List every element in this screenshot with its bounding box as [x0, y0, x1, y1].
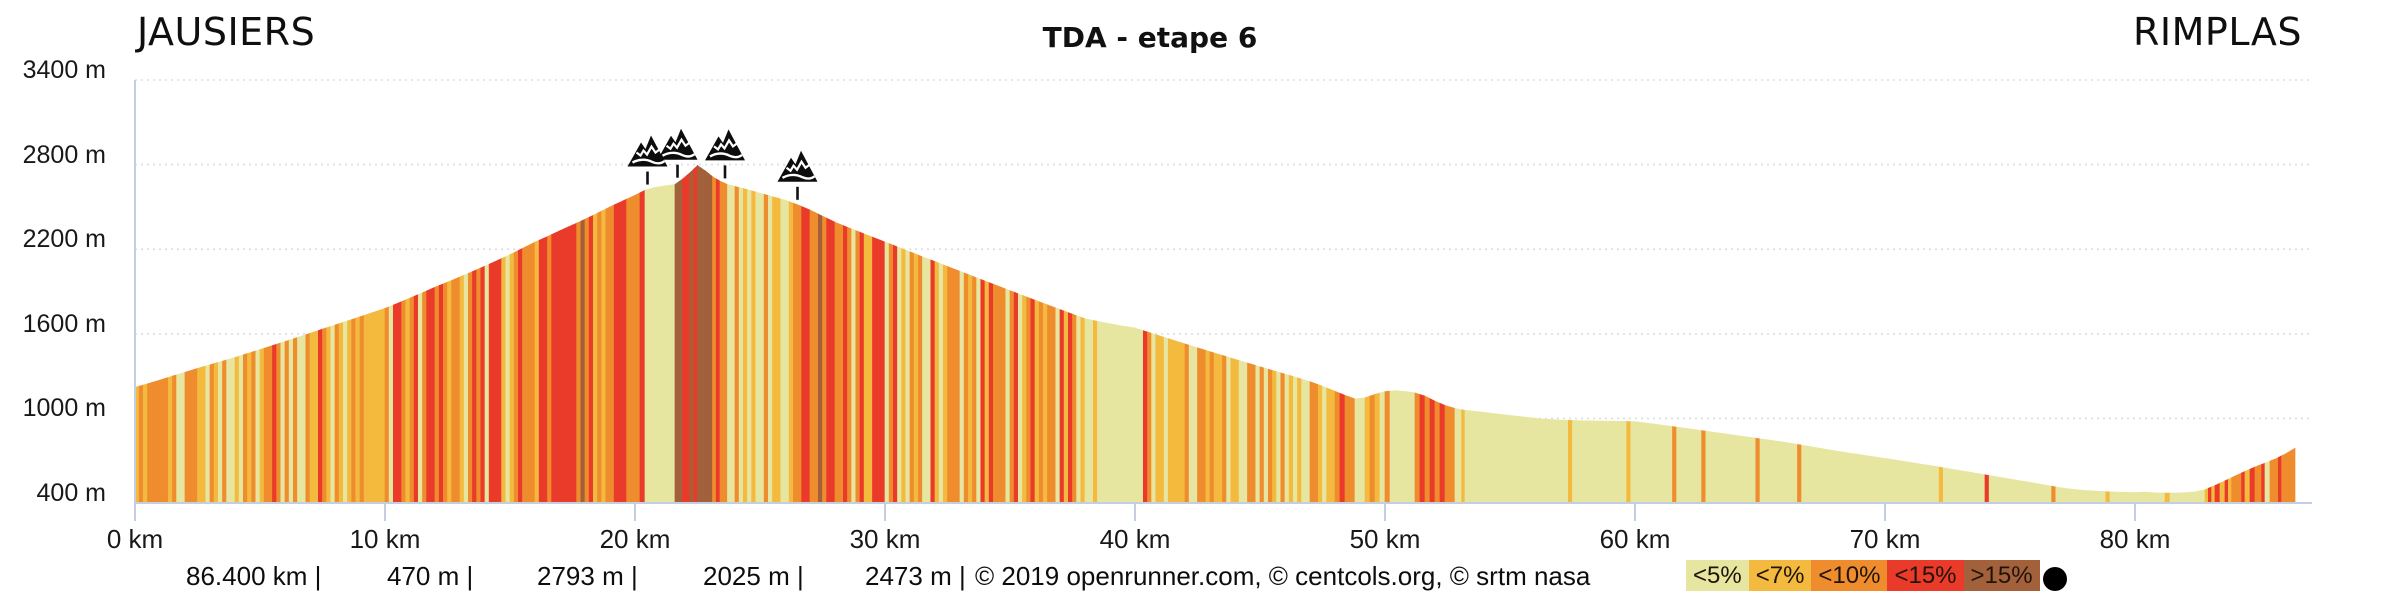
summit-tick: [723, 165, 727, 179]
stat-total-ascent: 2025 m |: [703, 561, 804, 591]
credits-text: © 2019 openrunner.com, © centcols.org, ©…: [975, 561, 1591, 591]
y-axis-label-2200: 2200 m: [22, 225, 106, 253]
stat-distance: 86.400 km |: [186, 561, 322, 591]
axes: [134, 80, 2312, 521]
stat-min-elevation: 470 m |: [387, 561, 474, 591]
x-axis-label-0km: 0 km: [106, 524, 164, 554]
x-axis-label-70km: 70 km: [1849, 524, 1921, 554]
x-axis-label-30km: 30 km: [849, 524, 921, 554]
y-axis-label-1000: 1000 m: [22, 394, 106, 422]
gradient-legend: <5% <7% <10% <15% >15%: [1686, 560, 2040, 591]
y-axis-label-2800: 2800 m: [22, 141, 106, 169]
x-axis-label-20km: 20 km: [599, 524, 671, 554]
x-axis-label-60km: 60 km: [1599, 524, 1671, 554]
x-axis-label-10km: 10 km: [349, 524, 421, 554]
mountain-icon: [627, 135, 668, 167]
mountain-icon: [705, 129, 745, 161]
y-axis-label-1600: 1600 m: [22, 310, 106, 338]
mountain-icon: [657, 128, 698, 160]
stat-total-descent: 2473 m |: [865, 561, 966, 591]
summit-tick: [676, 164, 679, 178]
legend-item-lt7: <7%: [1748, 560, 1812, 591]
summit-tick: [646, 171, 649, 185]
start-location-label: JAUSIERS: [137, 10, 316, 54]
end-location-label: RIMPLAS: [2133, 10, 2302, 54]
y-axis-label-3400: 3400 m: [22, 56, 106, 84]
legend-item-lt15: <15%: [1887, 560, 1964, 591]
mountain-icon: [777, 150, 818, 182]
stage-title: TDA - etape 6: [1042, 21, 1258, 54]
x-axis-label-40km: 40 km: [1099, 524, 1171, 554]
legend-item-gt15: >15%: [1963, 560, 2040, 591]
stat-max-elevation: 2793 m |: [537, 561, 638, 591]
summit-tick: [796, 186, 799, 200]
gradient-slices: [134, 164, 2296, 504]
x-axis-label-80km: 80 km: [2099, 524, 2171, 554]
y-axis-label-400: 400 m: [36, 479, 106, 507]
legend-item-lt5: <5%: [1686, 560, 1749, 591]
x-axis-label-50km: 50 km: [1349, 524, 1421, 554]
summit-markers: [627, 128, 818, 200]
legend-item-lt10: <10%: [1811, 560, 1888, 591]
legend-marker-dot: [2043, 567, 2067, 591]
